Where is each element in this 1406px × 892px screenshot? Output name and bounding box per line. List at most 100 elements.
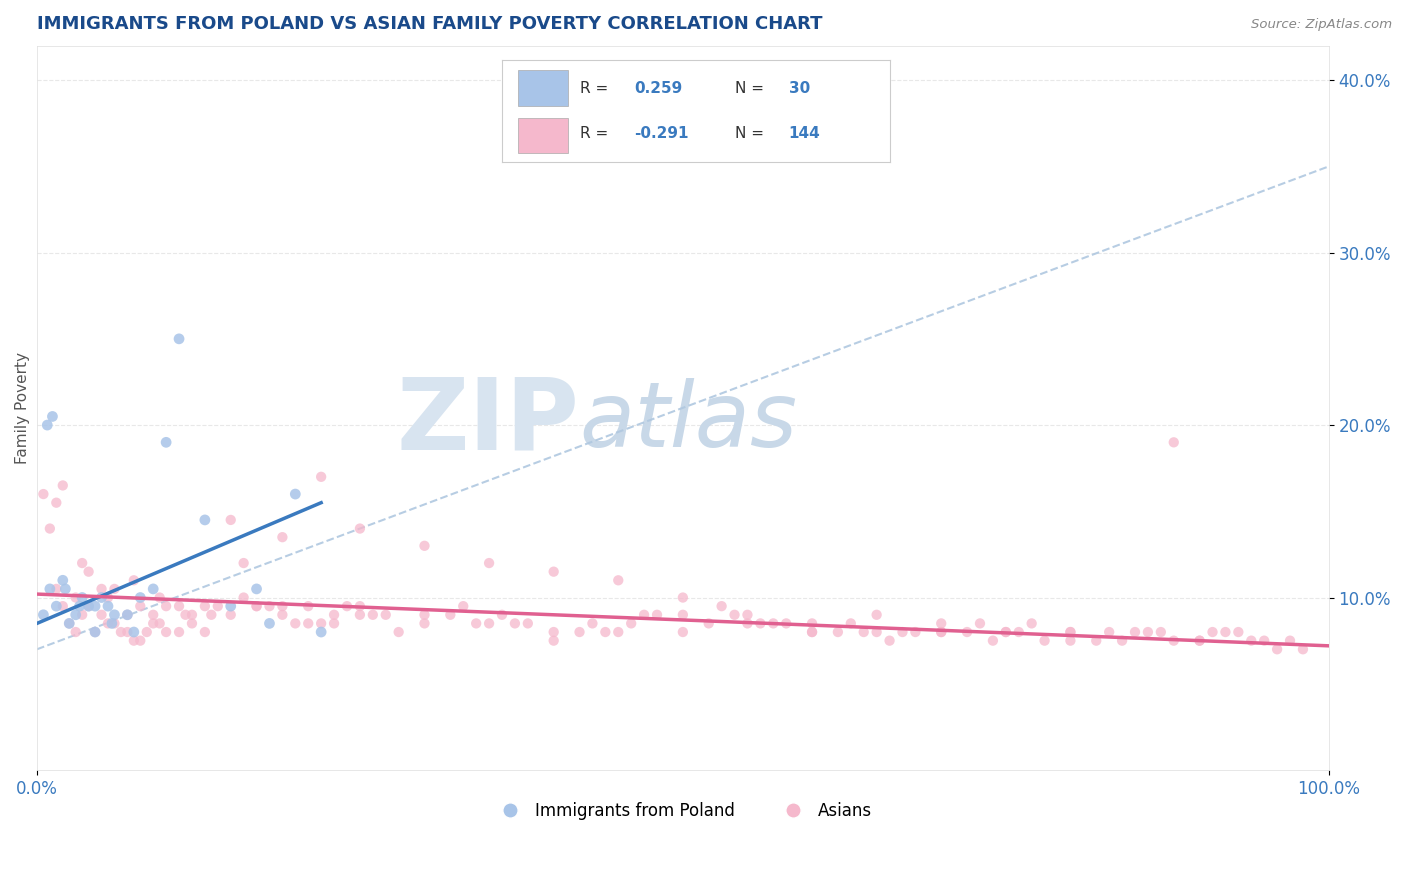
- Point: [284, 487, 307, 501]
- Point: [929, 625, 952, 640]
- Point: [981, 633, 1004, 648]
- Point: [110, 625, 132, 640]
- Text: ZIP: ZIP: [396, 374, 579, 471]
- Point: [1253, 633, 1275, 648]
- Point: [1059, 633, 1081, 648]
- Point: [45, 582, 67, 596]
- Y-axis label: Family Poverty: Family Poverty: [15, 351, 30, 464]
- Point: [1123, 625, 1146, 640]
- Point: [122, 574, 145, 588]
- Point: [697, 616, 720, 631]
- Point: [516, 616, 538, 631]
- Point: [737, 607, 759, 622]
- Point: [271, 599, 294, 614]
- Point: [620, 616, 643, 631]
- Point: [413, 607, 436, 622]
- Point: [374, 607, 396, 622]
- Point: [117, 607, 139, 622]
- Point: [503, 616, 526, 631]
- Point: [70, 591, 93, 605]
- Point: [101, 616, 124, 631]
- Point: [1292, 642, 1315, 657]
- Point: [97, 616, 120, 631]
- Point: [103, 607, 125, 622]
- Point: [929, 625, 952, 640]
- Point: [245, 599, 267, 614]
- Point: [1059, 625, 1081, 640]
- Point: [581, 616, 603, 631]
- Point: [167, 599, 190, 614]
- Point: [69, 599, 91, 614]
- Point: [413, 616, 436, 631]
- Point: [1059, 625, 1081, 640]
- Point: [58, 616, 80, 631]
- Point: [65, 607, 87, 622]
- Point: [45, 599, 67, 614]
- Point: [309, 625, 332, 640]
- Point: [77, 599, 100, 614]
- Point: [155, 625, 177, 640]
- Point: [65, 591, 87, 605]
- Point: [142, 607, 165, 622]
- Point: [84, 599, 107, 614]
- Point: [1279, 633, 1302, 648]
- Point: [1240, 633, 1263, 648]
- Point: [762, 616, 785, 631]
- Point: [749, 616, 772, 631]
- Point: [672, 625, 695, 640]
- Point: [297, 616, 319, 631]
- Point: [801, 616, 824, 631]
- Point: [904, 625, 927, 640]
- Point: [1215, 625, 1237, 640]
- Point: [32, 487, 55, 501]
- Point: [167, 332, 190, 346]
- Point: [349, 599, 371, 614]
- Point: [323, 616, 346, 631]
- Point: [142, 616, 165, 631]
- Point: [232, 556, 254, 570]
- Point: [103, 582, 125, 596]
- Point: [413, 539, 436, 553]
- Point: [41, 409, 63, 424]
- Point: [70, 556, 93, 570]
- Point: [323, 607, 346, 622]
- Point: [77, 599, 100, 614]
- Point: [1136, 625, 1159, 640]
- Point: [194, 599, 217, 614]
- Point: [827, 625, 849, 640]
- Point: [801, 625, 824, 640]
- Point: [672, 607, 695, 622]
- Point: [491, 607, 513, 622]
- Point: [52, 599, 75, 614]
- Point: [232, 591, 254, 605]
- Point: [1033, 633, 1056, 648]
- Point: [309, 616, 332, 631]
- Point: [90, 582, 112, 596]
- Point: [595, 625, 617, 640]
- Point: [90, 591, 112, 605]
- Point: [775, 616, 797, 631]
- Point: [1085, 633, 1108, 648]
- Point: [969, 616, 991, 631]
- Point: [70, 607, 93, 622]
- Point: [607, 574, 630, 588]
- Point: [52, 574, 75, 588]
- Legend: Immigrants from Poland, Asians: Immigrants from Poland, Asians: [486, 796, 879, 827]
- Point: [839, 616, 862, 631]
- Point: [1265, 642, 1288, 657]
- Point: [155, 435, 177, 450]
- Point: [129, 591, 152, 605]
- Point: [117, 625, 139, 640]
- Point: [271, 607, 294, 622]
- Point: [181, 607, 204, 622]
- Point: [994, 625, 1017, 640]
- Point: [174, 607, 197, 622]
- Point: [245, 582, 267, 596]
- Point: [737, 616, 759, 631]
- Point: [309, 470, 332, 484]
- Point: [129, 599, 152, 614]
- Point: [142, 582, 165, 596]
- Point: [219, 513, 242, 527]
- Point: [219, 607, 242, 622]
- Point: [32, 607, 55, 622]
